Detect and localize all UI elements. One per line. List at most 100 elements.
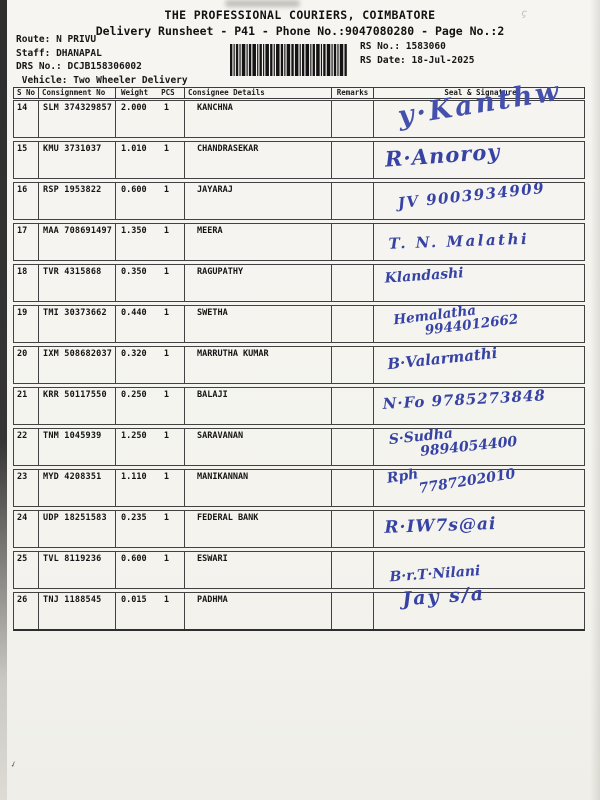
handwritten-signature: B·r.T·Nilani [389,563,481,585]
signature-line: JV 9003934909 [396,178,546,213]
cell-weight-pcs: 1.110 1 [116,470,185,506]
table-row: 25 TVL 8119236 0.600 1 ESWARI B·r.T·Nilani [13,551,585,589]
pcs-value: 1 [163,144,169,154]
cell-sno: 26 [14,593,39,629]
cell-consignee: CHANDRASEKAR [185,142,332,178]
cell-weight-pcs: 0.440 1 [116,306,185,342]
staff-value: DHANAPAL [56,47,102,59]
rs-no-label: RS No.: [360,41,401,52]
table-row: 19 TMI 30373662 0.440 1 SWETHA Hemalatha 99440… [13,302,585,343]
cell-weight-pcs: 0.250 1 [116,388,185,424]
cell-consignment-no: MAA 708691497 [39,224,116,260]
cell-sno: 22 [14,429,39,465]
cell-consignee: FEDERAL BANK [185,511,332,547]
cell-remarks [332,306,374,342]
weight-value: 0.440 [121,308,147,318]
cell-weight-pcs: 0.015 1 [116,593,185,629]
scan-edge-artifact-right [590,0,600,800]
col-header-weight-pcs: Weight PCS [116,88,185,98]
cell-sno: 14 [14,101,39,137]
cell-weight-pcs: 0.600 1 [116,552,185,588]
cell-remarks [332,593,374,629]
cell-weight-pcs: 1.250 1 [116,429,185,465]
cell-sno: 19 [14,306,39,342]
cell-remarks [332,101,374,137]
handwritten-signature: Hemalatha 9944012662 [393,298,520,341]
cell-seal-signature: N·Fo 9785273848 [374,386,584,424]
signature-line: R·Anoroy [384,138,502,172]
cell-seal-signature: JV 9003934909 [374,178,584,219]
pcs-value: 1 [163,103,169,113]
table-row: 15 KMU 3731037 1.010 1 CHANDRASEKAR R·Anoroy [13,138,585,179]
cell-consignment-no: TVL 8119236 [39,552,116,588]
col-header-seal: Seal & Signature [444,88,517,97]
cell-sno: 15 [14,142,39,178]
scan-edge-artifact-left [0,0,7,800]
cell-sno: 21 [14,388,39,424]
cell-consignee: MANIKANNAN [185,470,332,506]
cell-sno: 23 [14,470,39,506]
drs-no-label: DRS No.: [16,61,62,72]
table-row: 23 MYD 4208351 1.110 1 MANIKANNAN Rph 77872020… [13,466,585,507]
cell-seal-signature: R·Anoroy [374,138,584,178]
weight-value: 1.110 [121,472,147,482]
pcs-value: 1 [163,595,169,605]
col-header-consignee: Consignee Details [185,88,332,98]
signature-line: T. N. Malathi [388,229,530,253]
signature-line: y·Kanthw [395,75,564,133]
cell-weight-pcs: 1.010 1 [116,142,185,178]
table-row: 24 UDP 18251583 0.235 1 FEDERAL BANK R·IW7s@a… [13,510,585,548]
table-header-row: S No Consignment No Weight PCS Consignee… [13,87,585,99]
pcs-value: 1 [163,431,169,441]
cell-seal-signature: T. N. Malathi [374,224,584,260]
cell-consignee: MEERA [185,224,332,260]
cell-consignee: SARAVANAN [185,429,332,465]
pcs-value: 1 [163,513,169,523]
handwritten-signature: B·Valarmathi [386,343,499,374]
cell-remarks [332,552,374,588]
pcs-value: 1 [163,267,169,277]
cell-remarks [332,429,374,465]
route-value: N PRIVU [56,34,97,45]
cell-consignment-no: TMI 30373662 [39,306,116,342]
pcs-value: 1 [163,390,169,400]
vehicle-label: Vehicle: [21,74,68,86]
weight-value: 1.250 [121,431,147,441]
cell-weight-pcs: 0.320 1 [116,347,185,383]
staff-label: Staff: [16,47,51,59]
handwritten-signature: Klandashi [384,265,464,286]
rs-no-line: RS No.: 1583060 [360,40,474,54]
weight-value: 0.235 [121,513,147,523]
staff-line: Staff: DHANAPAL [16,47,188,61]
cell-remarks [332,183,374,219]
rs-no-value: 1583060 [405,41,446,52]
handwritten-signature: T. N. Malathi [388,229,530,253]
cell-consignee: RAGUPATHY [185,265,332,301]
cell-seal-signature: R·IW7s@ai [374,511,584,547]
col-header-weight: Weight [121,88,149,97]
pcs-value: 1 [163,554,169,564]
cell-consignee: KANCHNA [185,101,332,137]
weight-value: 0.350 [121,267,147,277]
cell-consignment-no: SLM 374329857 [39,101,116,137]
document-subtitle: Delivery Runsheet - P41 - Phone No.:9047… [95,24,505,38]
weight-value: 0.250 [121,390,147,400]
weight-value: 2.000 [121,103,147,113]
signature-line: B·Valarmathi [386,343,499,374]
cell-sno: 18 [14,265,39,301]
vehicle-line: Vehicle: Two Wheeler Delivery [16,74,188,88]
drs-no-value: DCJB158306002 [67,61,142,72]
cell-consignment-no: KMU 3731037 [39,142,116,178]
handwritten-signature: y·Kanthw [395,75,564,133]
route-line: Route: N PRIVU [16,33,188,47]
cell-weight-pcs: 2.000 1 [116,101,185,137]
cell-sno: 16 [14,183,39,219]
table-row: 18 TVR 4315868 0.350 1 RAGUPATHY Klandashi [13,264,585,302]
signature-line: Jay s/a [401,582,486,611]
barcode [230,44,347,76]
runsheet-table: S No Consignment No Weight PCS Consignee… [13,76,585,631]
handwritten-signature: JV 9003934909 [396,178,546,213]
meta-block-right: RS No.: 1583060 RS Date: 18-Jul-2025 [360,40,474,67]
cell-sno: 25 [14,552,39,588]
